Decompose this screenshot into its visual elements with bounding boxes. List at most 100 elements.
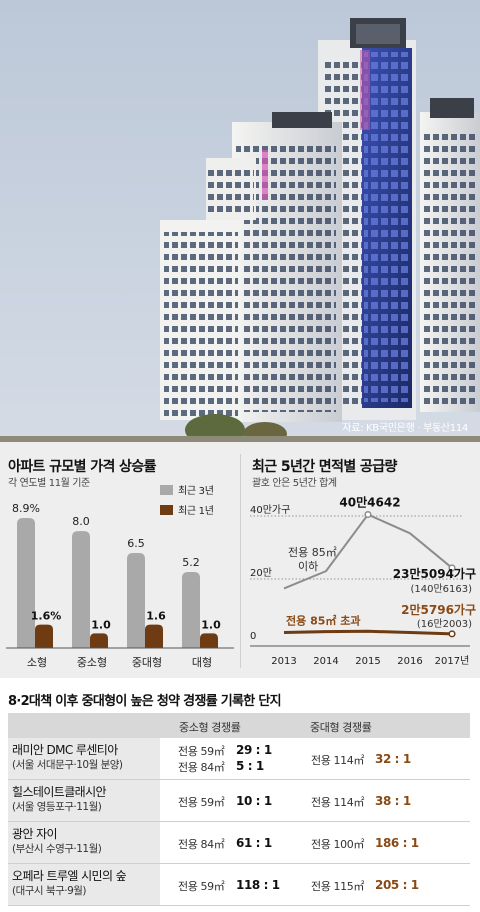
line-chart-title: 최근 5년간 면적별 공급량 xyxy=(252,459,397,475)
category-label: 중대형 xyxy=(132,656,162,669)
category-label: 중소형 xyxy=(77,656,107,669)
y-tick-label: 20만 xyxy=(250,567,272,579)
series-point-small xyxy=(364,510,372,519)
bar-3yr-label: 6.5 xyxy=(127,537,145,550)
x-tick-label: 2017년 xyxy=(435,655,470,667)
table-title: 8·2대책 이후 중대형이 높은 청약 경쟁률 기록한 단지 xyxy=(8,694,282,709)
apartment-photo: 자료: KB국민은행 · 부동산114 xyxy=(0,0,480,442)
complex-cell: 래미안 DMC 루센티아 (서울 서대문구·10월 분양) xyxy=(8,738,160,779)
bar-chart-svg: 8.9% 1.6% 소형 8.0 1.0 중소형 6.5 1.6 중대형 5.2 1.0 대형 xyxy=(6,502,234,669)
bar-chart-title: 아파트 규모별 가격 상승률 xyxy=(8,459,157,475)
bar-3yr xyxy=(182,572,200,648)
small-area: 전용 59㎡ xyxy=(178,745,225,758)
header-mid: 중대형 경쟁률 xyxy=(310,721,372,734)
bar-1yr-label: 1.0 xyxy=(91,618,111,631)
large-series-label: 전용 85㎡ 초과 xyxy=(286,614,360,628)
legend-swatch-1yr xyxy=(160,505,173,515)
table-row: 힐스테이트클래시안 (서울 영등포구·11월) 전용 59㎡ 10 : 1 전용 … xyxy=(8,780,470,822)
bar-1yr xyxy=(145,624,163,648)
competition-table: 중소형 경쟁률 중대형 경쟁률 래미안 DMC 루센티아 (서울 서대문구·10… xyxy=(8,713,470,906)
small-area: 전용 84㎡ xyxy=(178,761,225,774)
series-line-large xyxy=(283,629,453,636)
complex-cell: 오페라 트루엘 시민의 숲 (대구시 북구·9월) xyxy=(8,864,160,905)
table-row: 오페라 트루엘 시민의 숲 (대구시 북구·9월) 전용 59㎡ 118 : 1 … xyxy=(8,864,470,906)
bar-3yr xyxy=(127,553,145,648)
series-point-small xyxy=(448,564,456,572)
small-ratio: 10 : 1 xyxy=(236,794,272,808)
complex-cell: 광안 자이 (부산시 수영구·11월) xyxy=(8,822,160,863)
small-area: 전용 59㎡ xyxy=(178,796,225,809)
category-label: 대형 xyxy=(192,656,212,669)
apartment-buildings-image xyxy=(0,0,480,442)
bar-1yr xyxy=(200,633,218,648)
small-area: 전용 59㎡ xyxy=(178,880,225,893)
large-end-sum: (16만2003) xyxy=(417,618,472,630)
bar-1yr-label: 1.6% xyxy=(31,610,62,623)
small-type-entry: 전용 84㎡ 5 : 1 xyxy=(178,759,264,775)
y-tick-label: 40만가구 xyxy=(250,504,290,516)
legend-label-1yr: 최근 1년 xyxy=(178,506,214,517)
small-end-label: 23만5094가구 xyxy=(393,566,476,581)
small-type-entry: 전용 84㎡ 61 : 1 xyxy=(178,836,272,852)
bar-1yr xyxy=(35,624,53,648)
category-label: 소형 xyxy=(27,656,47,669)
x-tick-label: 2013 xyxy=(271,656,296,667)
mid-type-entry: 전용 114㎡ 32 : 1 xyxy=(311,752,411,768)
x-tick-label: 2015 xyxy=(355,656,380,667)
y-tick-label: 0 xyxy=(250,631,256,642)
complex-location: (서울 영등포구·11월) xyxy=(12,801,102,813)
legend-item-3yr: 최근 3년 xyxy=(160,482,214,497)
mid-ratio: 38 : 1 xyxy=(375,794,411,808)
complex-name: 힐스테이트클래시안 xyxy=(12,785,107,799)
legend-item-1yr: 최근 1년 xyxy=(160,502,214,517)
complex-name: 광안 자이 xyxy=(12,827,58,841)
bar-1yr-label: 1.0 xyxy=(201,618,221,631)
mid-area: 전용 115㎡ xyxy=(311,880,364,893)
bar-3yr-label: 5.2 xyxy=(182,556,200,569)
mid-ratio: 32 : 1 xyxy=(375,752,411,766)
photo-credit: 자료: KB국민은행 · 부동산114 xyxy=(342,423,468,434)
price-growth-chart: 아파트 규모별 가격 상승률 각 연도별 11월 기준 최근 3년 최근 1년 … xyxy=(0,442,240,678)
complex-cell: 힐스테이트클래시안 (서울 영등포구·11월) xyxy=(8,780,160,821)
bar-3yr xyxy=(17,518,35,648)
large-end-label: 2만5796가구 xyxy=(401,602,476,617)
complex-name: 오페라 트루엘 시민의 숲 xyxy=(12,869,127,883)
table-header: 중소형 경쟁률 중대형 경쟁률 xyxy=(8,713,470,738)
mid-type-entry: 전용 114㎡ 38 : 1 xyxy=(311,794,411,810)
series-point-large xyxy=(448,630,456,638)
header-small: 중소형 경쟁률 xyxy=(179,721,241,734)
bar-1yr-label: 1.6 xyxy=(146,610,166,623)
complex-location: (부산시 수영구·11월) xyxy=(12,843,102,855)
small-type-entry: 전용 59㎡ 118 : 1 xyxy=(178,878,280,894)
table-row: 래미안 DMC 루센티아 (서울 서대문구·10월 분양) 전용 59㎡ 29 :… xyxy=(8,738,470,780)
table-row: 광안 자이 (부산시 수영구·11월) 전용 84㎡ 61 : 1 전용 100㎡… xyxy=(8,822,470,864)
small-ratio: 5 : 1 xyxy=(236,759,264,773)
small-type-entry: 전용 59㎡ 10 : 1 xyxy=(178,794,272,810)
mid-area: 전용 100㎡ xyxy=(311,838,364,851)
bar-chart-subtitle: 각 연도별 11월 기준 xyxy=(8,478,90,489)
mid-area: 전용 114㎡ xyxy=(311,796,364,809)
peak-label: 40만4642 xyxy=(339,495,400,510)
complex-location: (대구시 북구·9월) xyxy=(12,885,87,897)
small-area: 전용 84㎡ xyxy=(178,838,225,851)
chart-divider xyxy=(240,454,241,668)
small-ratio: 29 : 1 xyxy=(236,743,272,757)
small-series-label: 전용 85㎡ xyxy=(288,546,337,559)
small-ratio: 118 : 1 xyxy=(236,878,280,892)
complex-location: (서울 서대문구·10월 분양) xyxy=(12,759,123,771)
line-chart-subtitle: 괄호 안은 5년간 합계 xyxy=(252,478,337,489)
small-end-sum: (140만6163) xyxy=(410,583,472,595)
supply-line-chart: 최근 5년간 면적별 공급량 괄호 안은 5년간 합계 0 20만 40만가구 201… xyxy=(240,442,480,678)
x-tick-label: 2014 xyxy=(313,656,338,667)
x-tick-label: 2016 xyxy=(397,656,422,667)
mid-type-entry: 전용 100㎡ 186 : 1 xyxy=(311,836,419,852)
mid-ratio: 205 : 1 xyxy=(375,878,419,892)
legend-label-3yr: 최근 3년 xyxy=(178,486,214,497)
legend-swatch-3yr xyxy=(160,485,173,495)
charts-panel: 아파트 규모별 가격 상승률 각 연도별 11월 기준 최근 3년 최근 1년 … xyxy=(0,442,480,678)
bar-3yr-label: 8.0 xyxy=(72,515,90,528)
bar-3yr xyxy=(72,531,90,648)
small-ratio: 61 : 1 xyxy=(236,836,272,850)
bar-3yr-label: 8.9% xyxy=(12,502,40,515)
line-chart-svg: 0 20만 40만가구 2013 2014 2015 2016 2017년 40만4642 전용 … xyxy=(250,495,476,667)
